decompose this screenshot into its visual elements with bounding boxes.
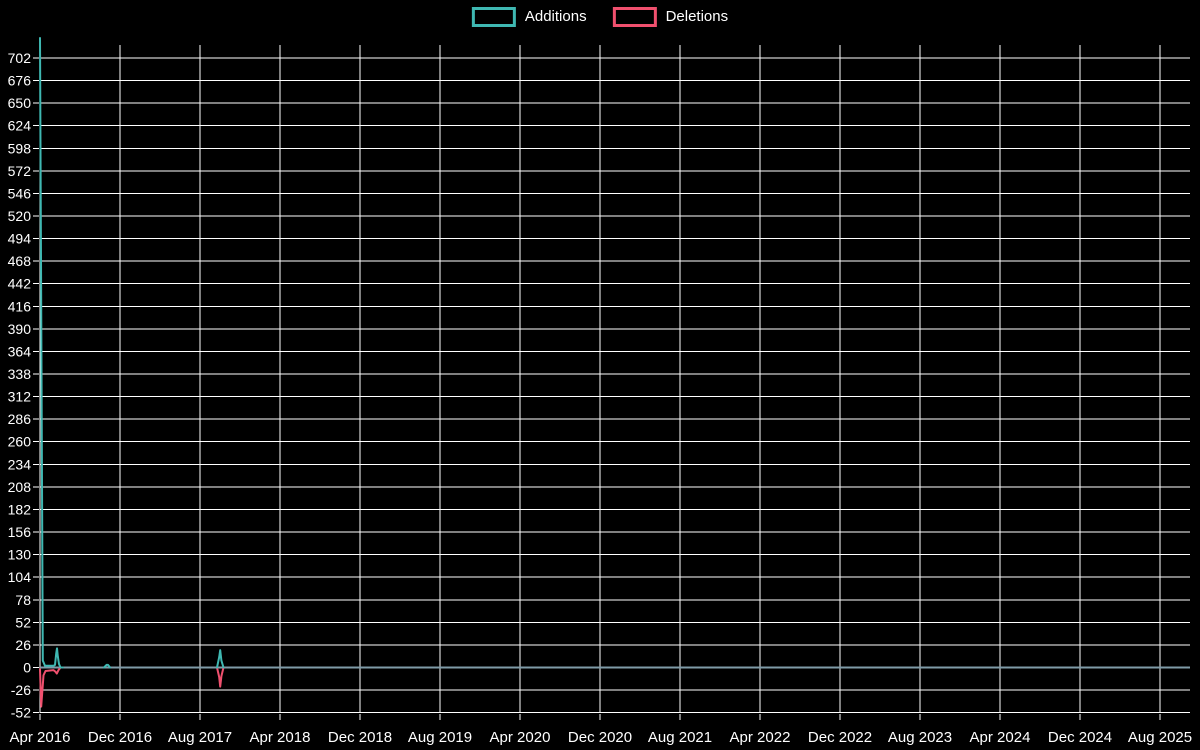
svg-text:0: 0: [23, 660, 31, 676]
svg-text:390: 390: [8, 321, 32, 337]
svg-text:Apr 2022: Apr 2022: [730, 729, 791, 746]
additions-line[interactable]: [39, 37, 225, 669]
svg-text:624: 624: [8, 118, 32, 134]
deletions-line[interactable]: [39, 666, 225, 708]
svg-text:156: 156: [8, 524, 32, 540]
y-axis-labels: 7026766506245985725465204944684424163903…: [8, 50, 32, 721]
svg-text:572: 572: [8, 163, 32, 179]
y-axis-tick-marks: [33, 57, 39, 714]
svg-text:Apr 2024: Apr 2024: [970, 729, 1031, 746]
svg-text:Dec 2020: Dec 2020: [568, 729, 632, 746]
svg-text:Aug 2019: Aug 2019: [408, 729, 472, 746]
svg-text:Dec 2022: Dec 2022: [808, 729, 872, 746]
svg-text:208: 208: [8, 479, 32, 495]
svg-text:52: 52: [15, 614, 31, 630]
legend-additions-label: Additions: [524, 8, 587, 25]
additions-swatch-icon: [471, 7, 516, 27]
svg-text:Apr 2016: Apr 2016: [10, 729, 71, 746]
svg-text:416: 416: [8, 298, 32, 314]
vertical-gridlines: [39, 45, 1161, 713]
svg-text:130: 130: [8, 547, 32, 563]
svg-text:Aug 2025: Aug 2025: [1128, 729, 1192, 746]
svg-text:104: 104: [8, 569, 32, 585]
chart-legend: Additions Deletions: [471, 7, 729, 27]
x-axis-labels: Apr 2016 Dec 2016 Aug 2017 Apr 2018 Dec 2018…: [10, 729, 1193, 746]
svg-text:338: 338: [8, 366, 32, 382]
svg-text:676: 676: [8, 73, 32, 89]
svg-text:520: 520: [8, 208, 32, 224]
legend-item-additions[interactable]: Additions: [471, 7, 587, 27]
svg-text:26: 26: [15, 637, 31, 653]
svg-text:546: 546: [8, 185, 32, 201]
svg-text:286: 286: [8, 411, 32, 427]
svg-text:-26: -26: [11, 682, 31, 698]
svg-text:312: 312: [8, 389, 32, 405]
svg-text:Aug 2021: Aug 2021: [648, 729, 712, 746]
deletions-swatch-icon: [612, 7, 657, 27]
svg-text:702: 702: [8, 50, 32, 66]
legend-item-deletions[interactable]: Deletions: [612, 7, 729, 27]
svg-text:Apr 2018: Apr 2018: [250, 729, 311, 746]
svg-text:Dec 2016: Dec 2016: [88, 729, 152, 746]
svg-text:234: 234: [8, 456, 32, 472]
svg-text:-52: -52: [11, 705, 31, 721]
svg-text:494: 494: [8, 231, 32, 247]
svg-text:442: 442: [8, 276, 32, 292]
svg-text:260: 260: [8, 434, 32, 450]
svg-text:Aug 2017: Aug 2017: [168, 729, 232, 746]
x-axis-tick-marks: [39, 714, 1161, 720]
svg-text:364: 364: [8, 343, 32, 359]
svg-text:Aug 2023: Aug 2023: [888, 729, 952, 746]
svg-text:Dec 2024: Dec 2024: [1048, 729, 1112, 746]
svg-text:650: 650: [8, 95, 32, 111]
svg-text:Apr 2020: Apr 2020: [490, 729, 551, 746]
svg-text:78: 78: [15, 592, 31, 608]
svg-text:182: 182: [8, 501, 32, 517]
svg-text:598: 598: [8, 140, 32, 156]
legend-deletions-label: Deletions: [665, 8, 729, 25]
svg-text:468: 468: [8, 253, 32, 269]
horizontal-gridlines: [40, 57, 1190, 714]
svg-text:Dec 2018: Dec 2018: [328, 729, 392, 746]
